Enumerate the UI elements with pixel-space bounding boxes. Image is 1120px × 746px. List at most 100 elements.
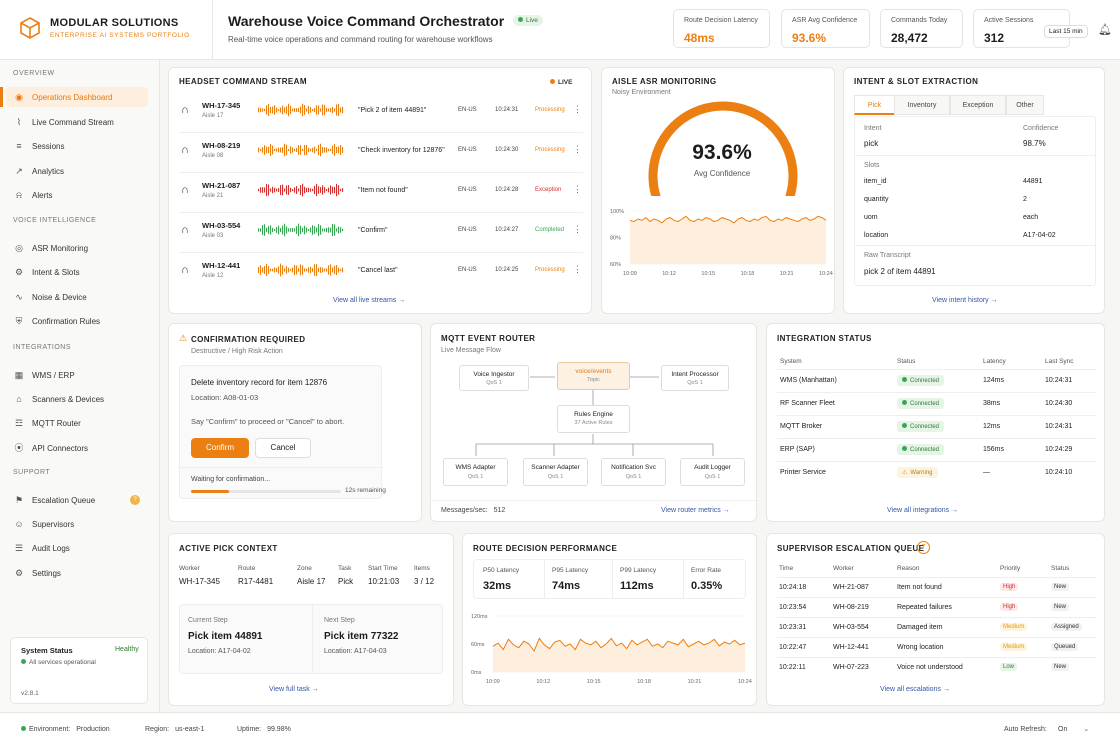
sidebar-item-alerts[interactable]: ⍾ Alerts — [6, 185, 148, 205]
pick-title: ACTIVE PICK CONTEXT — [179, 544, 278, 553]
command-time: 10:24:25 — [495, 267, 519, 273]
pick-field-label: Zone — [297, 565, 312, 572]
sidebar-item-live-command-stream[interactable]: ⌇ Live Command Stream — [6, 112, 148, 132]
divider — [179, 252, 583, 253]
tab-inventory[interactable]: Inventory — [894, 95, 950, 115]
plug-icon: ⦿ — [14, 443, 24, 453]
escalation-worker: WH-03-554 — [833, 624, 869, 631]
series-line — [492, 637, 746, 653]
audio-waveform — [258, 143, 344, 157]
system-status-panel: System Status Healthy All services operati… — [10, 637, 148, 704]
view-all-escalations-link[interactable]: View all escalations → — [880, 686, 950, 693]
voice-ingestor-qos: QoS 1 — [486, 380, 502, 386]
brand-name: MODULAR SOLUTIONS — [50, 17, 179, 29]
grid-icon: ▦ — [14, 370, 24, 380]
top-header: MODULAR SOLUTIONS ENTERPRISE AI SYSTEMS … — [0, 0, 1120, 60]
voice-ingestor-node[interactable]: Voice Ingestor QoS 1 — [459, 365, 529, 391]
rules-engine-node[interactable]: Rules Engine 37 Active Rules — [557, 405, 630, 433]
sidebar-item-intent-slots[interactable]: ⚙ Intent & Slots — [6, 262, 148, 282]
adapter-node[interactable]: Audit Logger QoS 1 — [680, 458, 745, 486]
tab-pick[interactable]: Pick — [854, 95, 895, 115]
view-all-integrations-link[interactable]: View all integrations → — [887, 507, 959, 514]
escalation-status[interactable]: New — [1051, 663, 1070, 671]
tab-exception[interactable]: Exception — [950, 95, 1006, 115]
time-range-label: Last 15 min — [1049, 28, 1083, 35]
headset-row[interactable]: ∩ WH-03-554 Aisle 03 "Confirm" EN-US 10:24:27… — [169, 217, 591, 253]
confirm-button[interactable]: Confirm — [191, 438, 249, 458]
sidebar-item-operations-dashboard[interactable]: ◉ Operations Dashboard — [0, 87, 148, 107]
escalation-status[interactable]: New — [1051, 583, 1070, 591]
sidebar-item-supervisors[interactable]: ☺ Supervisors — [6, 514, 148, 534]
view-full-task-link[interactable]: View full task → — [269, 686, 319, 693]
sidebar-item-label: Analytics — [32, 167, 65, 176]
sidebar-item-audit-logs[interactable]: ☰ Audit Logs — [6, 538, 148, 558]
escalation-status[interactable]: Assigned — [1051, 623, 1082, 631]
more-options-icon[interactable]: ⋮ — [573, 224, 582, 234]
sidebar-item-api-connectors[interactable]: ⦿ API Connectors — [6, 438, 148, 458]
voice-command: "Cancel last" — [358, 267, 398, 274]
topic-node[interactable]: voice/events Topic — [557, 362, 630, 390]
view-router-metrics-link[interactable]: View router metrics → — [661, 507, 730, 514]
sidebar-item-noise-device[interactable]: ∿ Noise & Device — [6, 287, 148, 307]
more-options-icon[interactable]: ⋮ — [573, 264, 582, 274]
headset-row[interactable]: ∩ WH-17-345 Aisle 17 "Pick 2 of item 44891"… — [169, 97, 591, 133]
asr-icon: ◎ — [15, 243, 23, 253]
sidebar-item-settings[interactable]: ⚙ Settings — [6, 563, 148, 583]
integration-last-sync: 10:24:31 — [1045, 423, 1073, 430]
view-intent-history-link[interactable]: View intent history → — [932, 297, 998, 304]
escalation-worker: WH-07-223 — [833, 664, 869, 671]
asr-subtitle: Noisy Environment — [612, 89, 671, 96]
sidebar-item-scanners-devices[interactable]: ⌂ Scanners & Devices — [6, 389, 148, 409]
divider — [777, 438, 1096, 439]
sidebar-item-wms-erp[interactable]: ▦ WMS / ERP — [6, 365, 148, 385]
cancel-button[interactable]: Cancel — [255, 438, 311, 458]
metric-card: ASR Avg Confidence 93.6% — [781, 9, 870, 48]
adapter-node[interactable]: Scanner Adapter QoS 1 — [523, 458, 588, 486]
integration-system: Printer Service — [780, 469, 826, 476]
table-header: Worker — [833, 565, 854, 572]
audio-waveform — [258, 263, 344, 277]
headset-row[interactable]: ∩ WH-21-087 Aisle 21 "Item not found" EN-US 1… — [169, 177, 591, 213]
more-options-icon[interactable]: ⋮ — [573, 144, 582, 154]
sidebar-item-escalation-queue[interactable]: ⚑ Escalation Queue? — [6, 490, 148, 510]
view-all-streams-link[interactable]: View all live streams → — [333, 297, 406, 304]
sidebar-item-asr-monitoring[interactable]: ◎ ASR Monitoring — [6, 238, 148, 258]
series-area — [630, 216, 826, 264]
tab-other[interactable]: Other — [1006, 95, 1044, 115]
slot-value: each — [1023, 214, 1039, 221]
live-dot-icon — [550, 79, 555, 84]
sidebar-item-confirmation-rules[interactable]: ⛨ Confirmation Rules — [6, 311, 148, 331]
escalation-title: SUPERVISOR ESCALATION QUEUE — [777, 544, 925, 553]
integration-status-label: Connected — [910, 424, 940, 430]
command-status: Processing — [535, 107, 565, 113]
pick-field-value: R17-4481 — [238, 577, 274, 586]
integration-system: WMS (Manhattan) — [780, 377, 837, 384]
slot-value: A17-04-02 — [1023, 232, 1056, 239]
worker-id: WH-21-087 — [202, 181, 241, 190]
voice-ingestor-label: Voice Ingestor — [473, 371, 515, 378]
x-tick-label: 10:15 — [701, 271, 715, 277]
sidebar-item-analytics[interactable]: ↗ Analytics — [6, 161, 148, 181]
time-range-select[interactable]: Last 15 min — [1044, 25, 1088, 38]
headset-row[interactable]: ∩ WH-08-219 Aisle 08 "Check inventory for 1… — [169, 137, 591, 173]
sidebar-item-sessions[interactable]: ≡ Sessions — [6, 136, 148, 156]
adapter-node[interactable]: WMS Adapter QoS 1 — [443, 458, 508, 486]
messages-rate-label: Messages/sec: — [441, 507, 488, 514]
asr-gauge-value: 93.6% — [692, 141, 752, 164]
escalation-status[interactable]: New — [1051, 603, 1070, 611]
sidebar-item-mqtt-router[interactable]: ☲ MQTT Router — [6, 413, 148, 433]
series-area — [493, 638, 745, 672]
adapter-node[interactable]: Notification Svc QoS 1 — [601, 458, 666, 486]
intent-processor-node[interactable]: Intent Processor QoS 1 — [661, 365, 729, 391]
escalation-status[interactable]: Queued — [1051, 643, 1079, 651]
notification-bell-icon[interactable]: 🔔︎ — [1098, 24, 1112, 36]
headset-row[interactable]: ∩ WH-12-441 Aisle 12 "Cancel last" EN-US 10:2… — [169, 257, 591, 287]
asr-monitoring-card: AISLE ASR MONITORING Noisy Environment 9… — [601, 67, 835, 314]
adapter-name: Audit Logger — [694, 464, 731, 471]
worker-id: WH-12-441 — [202, 261, 241, 270]
auto-refresh-select[interactable]: On ⌄ — [1058, 725, 1089, 733]
escalation-worker: WH-08-219 — [833, 604, 869, 611]
more-options-icon[interactable]: ⋮ — [573, 104, 582, 114]
sidebar-item-label: Audit Logs — [32, 544, 70, 553]
more-options-icon[interactable]: ⋮ — [573, 184, 582, 194]
